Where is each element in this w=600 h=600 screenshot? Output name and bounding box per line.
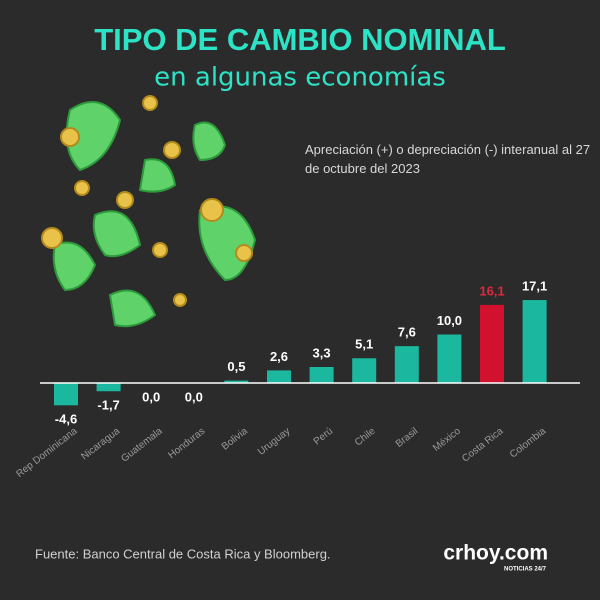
- value-label: 2,6: [270, 349, 288, 364]
- bar: [309, 366, 334, 383]
- value-label: -4,6: [55, 412, 77, 427]
- value-label: 3,3: [313, 345, 331, 360]
- bar: [352, 358, 377, 383]
- bar: [480, 304, 504, 383]
- value-label: 10,0: [437, 313, 462, 328]
- chart-subtitle: en algunas economías: [154, 63, 446, 93]
- chart-title: TIPO DE CAMBIO NOMINAL: [94, 22, 506, 57]
- value-label: 5,1: [355, 337, 373, 352]
- money-illustration: [41, 95, 257, 328]
- bar: [522, 300, 547, 383]
- bar: [54, 383, 78, 406]
- brand-logo: crhoy.com: [443, 542, 548, 565]
- brand-tagline: NOTICIAS 24/7: [504, 567, 547, 573]
- value-label: 17,1: [522, 279, 547, 294]
- source: Fuente: Banco Central de Costa Rica y Bl…: [35, 546, 331, 561]
- value-label: -1,7: [97, 398, 119, 413]
- bar: [224, 380, 249, 383]
- value-label: 0,0: [142, 389, 160, 404]
- bar: [267, 370, 291, 383]
- bar: [437, 334, 462, 383]
- value-label: 0,5: [227, 359, 245, 374]
- annotation-box: Apreciación (+) o depreciación (-) inter…: [305, 142, 591, 176]
- annotation: Apreciación (+) o depreciación (-) inter…: [305, 142, 591, 176]
- bar: [96, 383, 121, 392]
- value-label: 16,1: [479, 283, 504, 298]
- value-label: 7,6: [398, 325, 416, 340]
- bar: [394, 346, 419, 383]
- value-label: 0,0: [185, 389, 203, 404]
